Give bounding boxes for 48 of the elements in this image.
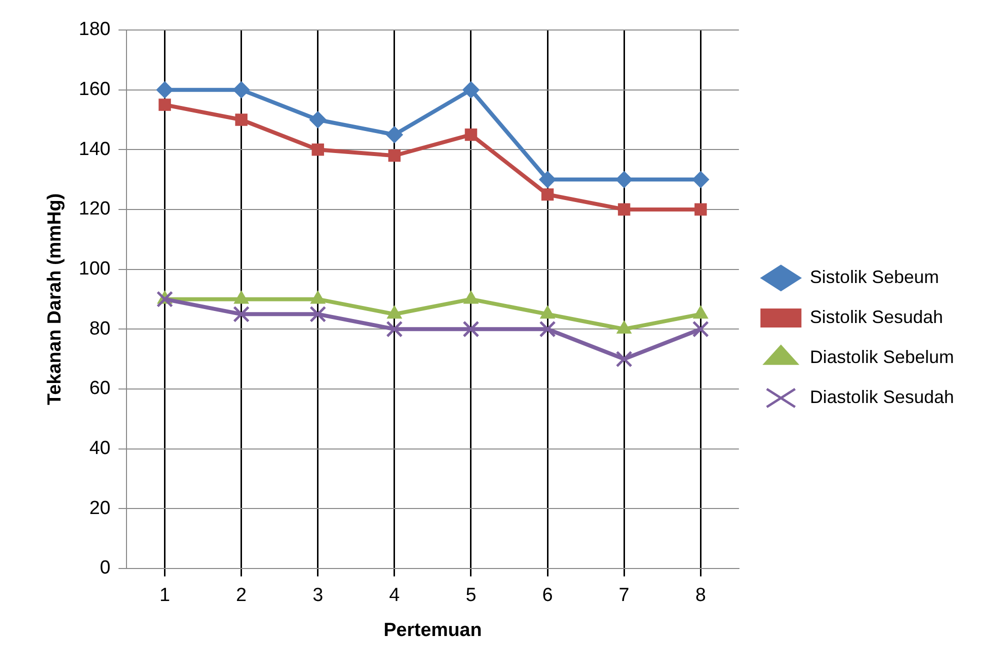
y-tick-label: 180 [78, 19, 110, 40]
y-tick-label: 60 [89, 378, 110, 400]
legend-label: Diastolik Sebelum [810, 346, 954, 367]
point [386, 320, 403, 338]
point [692, 320, 709, 338]
point [233, 306, 250, 322]
y-tick-label: 20 [89, 498, 110, 519]
legend-label: Sistolik Sebeum [810, 266, 939, 287]
point [462, 81, 480, 98]
x-tick-label: 7 [618, 585, 630, 606]
x-tick-label: 5 [466, 585, 476, 606]
y-tick-label: 80 [89, 318, 110, 340]
point [309, 111, 326, 128]
point [235, 114, 248, 126]
point [462, 320, 480, 338]
x-tick-label: 8 [695, 585, 706, 606]
point [388, 149, 401, 162]
point [156, 81, 174, 98]
point [156, 290, 174, 308]
point [158, 98, 171, 111]
point [541, 188, 554, 201]
point [386, 126, 403, 144]
y-tick-label: 40 [89, 438, 110, 459]
point [618, 203, 630, 216]
point [310, 306, 326, 322]
point [464, 128, 478, 141]
x-tick-label: 2 [236, 585, 247, 606]
point [694, 203, 707, 216]
y-tick-label: 120 [78, 198, 110, 220]
point [692, 171, 710, 188]
x-tick-label: 1 [159, 585, 170, 606]
x-tick-label: 3 [312, 585, 324, 606]
x-tick-label: 4 [389, 585, 400, 606]
point [539, 171, 556, 188]
x-axis-title: Pertemuan [384, 620, 482, 641]
y-tick-label: 160 [78, 79, 110, 100]
point [312, 143, 324, 156]
point [539, 320, 556, 338]
x-tick-label: 6 [542, 585, 553, 606]
point [616, 171, 633, 188]
y-tick-label: 100 [78, 258, 110, 280]
y-tick-label: 140 [78, 138, 110, 160]
y-tick-label: 0 [100, 558, 110, 579]
legend-label: Sistolik Sesudah [810, 306, 943, 327]
legend-label: Diastolik Sesudah [810, 386, 954, 407]
point [616, 350, 632, 368]
point [232, 81, 250, 98]
y-axis-title: Tekanan Darah (mmHg) [44, 193, 66, 406]
